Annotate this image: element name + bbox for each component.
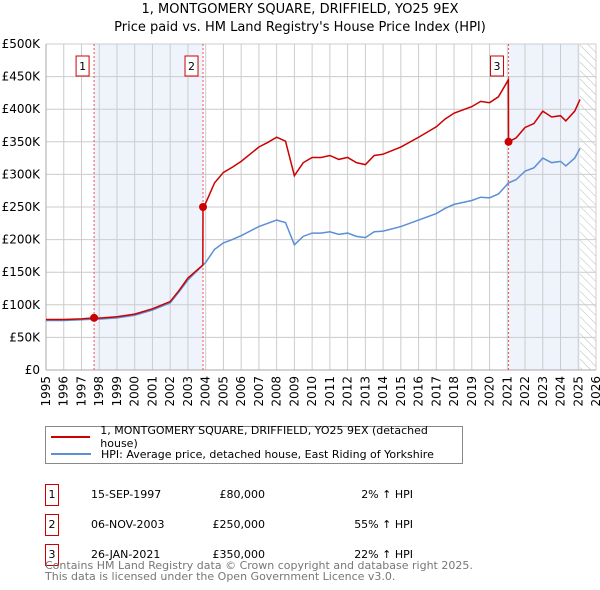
x-tick-label: 2025 bbox=[571, 376, 585, 407]
sale-date: 15-SEP-1997 bbox=[91, 488, 162, 501]
y-tick-label: £0 bbox=[25, 363, 40, 377]
sale-point bbox=[199, 203, 208, 211]
x-tick-label: 1998 bbox=[92, 376, 106, 407]
hpi-line bbox=[46, 147, 581, 322]
x-tick-label: 2023 bbox=[536, 376, 550, 407]
x-tick-label: 2016 bbox=[412, 376, 426, 407]
chart-title: 1, MONTGOMERY SQUARE, DRIFFIELD, YO25 9E… bbox=[141, 2, 459, 17]
sale-number-box: 1 bbox=[45, 484, 59, 506]
y-tick-label: £450K bbox=[2, 70, 42, 84]
x-tick-label: 2013 bbox=[358, 376, 372, 407]
x-tick-label: 2021 bbox=[500, 376, 514, 407]
sale-row: 3 26-JAN-2021 £350,000 22% ↑ HPI bbox=[45, 544, 445, 566]
x-tick-label: 2022 bbox=[518, 376, 532, 407]
sale-date: 06-NOV-2003 bbox=[91, 518, 165, 531]
y-tick-label: £300K bbox=[2, 167, 42, 181]
x-tick-label: 2017 bbox=[429, 376, 443, 407]
sale-hpi-diff: 55% ↑ HPI bbox=[354, 518, 413, 531]
sale-date: 26-JAN-2021 bbox=[91, 548, 161, 561]
sale-price: £350,000 bbox=[212, 548, 266, 561]
sale-number-box bbox=[75, 55, 90, 77]
sale-price: £80,000 bbox=[219, 488, 266, 501]
x-tick-label: 2024 bbox=[554, 376, 568, 407]
x-tick-label: 1996 bbox=[57, 376, 71, 407]
x-tick-label: 2012 bbox=[341, 376, 355, 407]
x-tick-label: 2005 bbox=[216, 376, 230, 407]
x-tick-label: 1997 bbox=[74, 376, 88, 407]
legend: 1, MONTGOMERY SQUARE, DRIFFIELD, YO25 9E… bbox=[45, 424, 463, 464]
legend-item-property: 1, MONTGOMERY SQUARE, DRIFFIELD, YO25 9E… bbox=[51, 424, 462, 450]
blue-line-swatch bbox=[51, 453, 91, 455]
x-tick-label: 2003 bbox=[181, 376, 195, 407]
y-tick-label: £250K bbox=[2, 200, 42, 214]
x-tick-label: 2009 bbox=[287, 376, 301, 407]
sale-number-box: 2 bbox=[45, 514, 59, 536]
sale-price: £250,000 bbox=[212, 518, 266, 531]
x-tick-label: 2014 bbox=[376, 376, 390, 407]
x-tick-label: 1999 bbox=[110, 376, 124, 407]
y-tick-label: £350K bbox=[2, 135, 42, 149]
sale-number: 1 bbox=[79, 60, 86, 73]
x-tick-label: 2019 bbox=[465, 376, 479, 407]
x-tick-label: 2006 bbox=[234, 376, 248, 407]
sale-number-box: 3 bbox=[45, 544, 59, 566]
sale-number: 2 bbox=[188, 60, 195, 73]
sale-point bbox=[504, 137, 513, 146]
x-tick-label: 2010 bbox=[305, 376, 319, 407]
y-tick-label: £200K bbox=[2, 233, 42, 247]
x-tick-label: 2020 bbox=[483, 376, 497, 407]
x-tick-label: 2015 bbox=[394, 376, 408, 407]
y-tick-label: £150K bbox=[2, 265, 42, 279]
y-tick-label: £50K bbox=[9, 330, 41, 344]
x-tick-label: 2000 bbox=[128, 376, 142, 407]
sale-hpi-diff: 22% ↑ HPI bbox=[354, 548, 413, 561]
legend-label: HPI: Average price, detached house, East… bbox=[101, 447, 434, 461]
x-tick-label: 2018 bbox=[447, 376, 461, 407]
y-tick-label: £400K bbox=[2, 102, 42, 116]
x-tick-label: 1995 bbox=[39, 376, 53, 407]
sale-hpi-diff: 2% ↑ HPI bbox=[361, 488, 413, 501]
sale-row: 2 06-NOV-2003 £250,000 55% ↑ HPI bbox=[45, 514, 445, 536]
red-line-swatch bbox=[51, 436, 91, 438]
footer-copyright: Contains HM Land Registry data © Crown c… bbox=[45, 559, 473, 572]
chart-subtitle: Price paid vs. HM Land Registry's House … bbox=[114, 20, 486, 35]
x-tick-label: 2008 bbox=[270, 376, 284, 407]
legend-label: 1, MONTGOMERY SQUARE, DRIFFIELD, YO25 9E… bbox=[100, 424, 428, 450]
sale-number-box bbox=[490, 55, 505, 77]
sale-number-box bbox=[184, 55, 199, 77]
sale-point bbox=[90, 313, 99, 322]
price-chart: £0 £50K £100K £150K £200K £250K £300K £350K £400… bbox=[2, 37, 600, 407]
x-tick-label: 2001 bbox=[145, 376, 159, 407]
x-tick-label: 2011 bbox=[323, 376, 337, 407]
footer-license: This data is licensed under the Open Gov… bbox=[45, 570, 396, 583]
legend-item-hpi: HPI: Average price, detached house, East… bbox=[51, 446, 434, 462]
x-tick-label: 2002 bbox=[163, 376, 177, 407]
y-tick-label: £500K bbox=[2, 37, 42, 51]
sale-number: 3 bbox=[494, 60, 501, 73]
y-tick-label: £100K bbox=[2, 298, 42, 312]
x-tick-label: 2007 bbox=[252, 376, 266, 407]
sale-row: 1 15-SEP-1997 £80,000 2% ↑ HPI bbox=[45, 484, 445, 506]
x-tick-label: 2026 bbox=[589, 376, 600, 407]
x-tick-label: 2004 bbox=[199, 376, 213, 407]
